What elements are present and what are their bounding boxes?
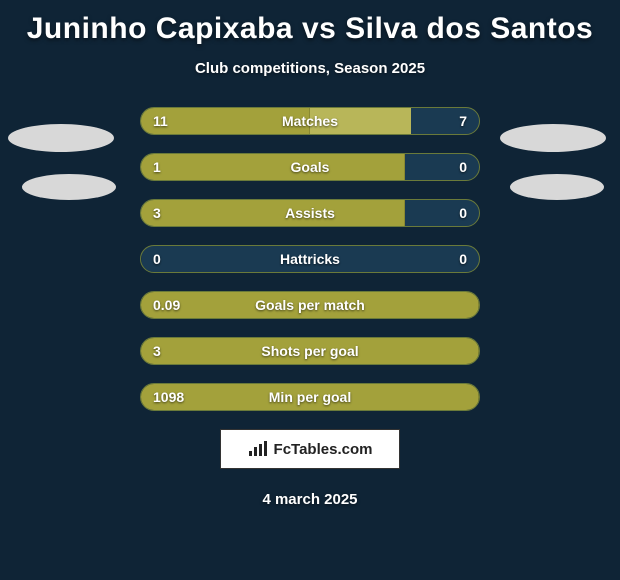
stat-value-right: 0 [459,251,467,267]
stat-value-right: 0 [459,205,467,221]
stat-value-left: 3 [153,343,161,359]
stat-bar: 11 7 Matches [140,107,480,135]
stat-value-left: 0 [153,251,161,267]
comparison-chart: 11 7 Matches 1 0 Goals 3 0 Assists 0 0 Hattricks 0.0… [0,107,620,411]
stat-value-left: 3 [153,205,161,221]
stat-label: Goals [291,159,330,175]
stat-bar: 3 0 Assists [140,199,480,227]
stat-value-right: 0 [459,159,467,175]
stat-bar: 0.09 Goals per match [140,291,480,319]
stat-row: 1098 Min per goal [0,383,620,411]
stat-label: Goals per match [255,297,365,313]
stat-row: 3 Shots per goal [0,337,620,365]
bar-left-fill [141,200,405,226]
subtitle: Club competitions, Season 2025 [0,60,620,77]
stat-label: Shots per goal [261,343,358,359]
chart-icon [248,441,268,457]
stat-value-right: 7 [459,113,467,129]
player-photo-placeholder [500,124,606,152]
stat-value-left: 0.09 [153,297,180,313]
bar-left-fill [141,154,405,180]
stat-value-left: 1098 [153,389,184,405]
stat-bar: 1 0 Goals [140,153,480,181]
player-photo-placeholder [22,174,116,200]
stat-value-left: 11 [153,113,168,129]
stat-bar: 0 0 Hattricks [140,245,480,273]
stat-label: Matches [282,113,338,129]
page-title: Juninho Capixaba vs Silva dos Santos [0,0,620,46]
stat-row: 0 0 Hattricks [0,245,620,273]
stat-row: 0.09 Goals per match [0,291,620,319]
player-photo-placeholder [510,174,604,200]
stat-row: 3 0 Assists [0,199,620,227]
stat-label: Assists [285,205,335,221]
stat-label: Hattricks [280,251,340,267]
date-label: 4 march 2025 [0,491,620,508]
bar-left-fill [141,246,142,272]
source-badge: FcTables.com [220,429,400,469]
stat-bar: 3 Shots per goal [140,337,480,365]
stat-label: Min per goal [269,389,351,405]
player-photo-placeholder [8,124,114,152]
stat-bar: 1098 Min per goal [140,383,480,411]
stat-value-left: 1 [153,159,161,175]
source-label: FcTables.com [274,441,373,458]
